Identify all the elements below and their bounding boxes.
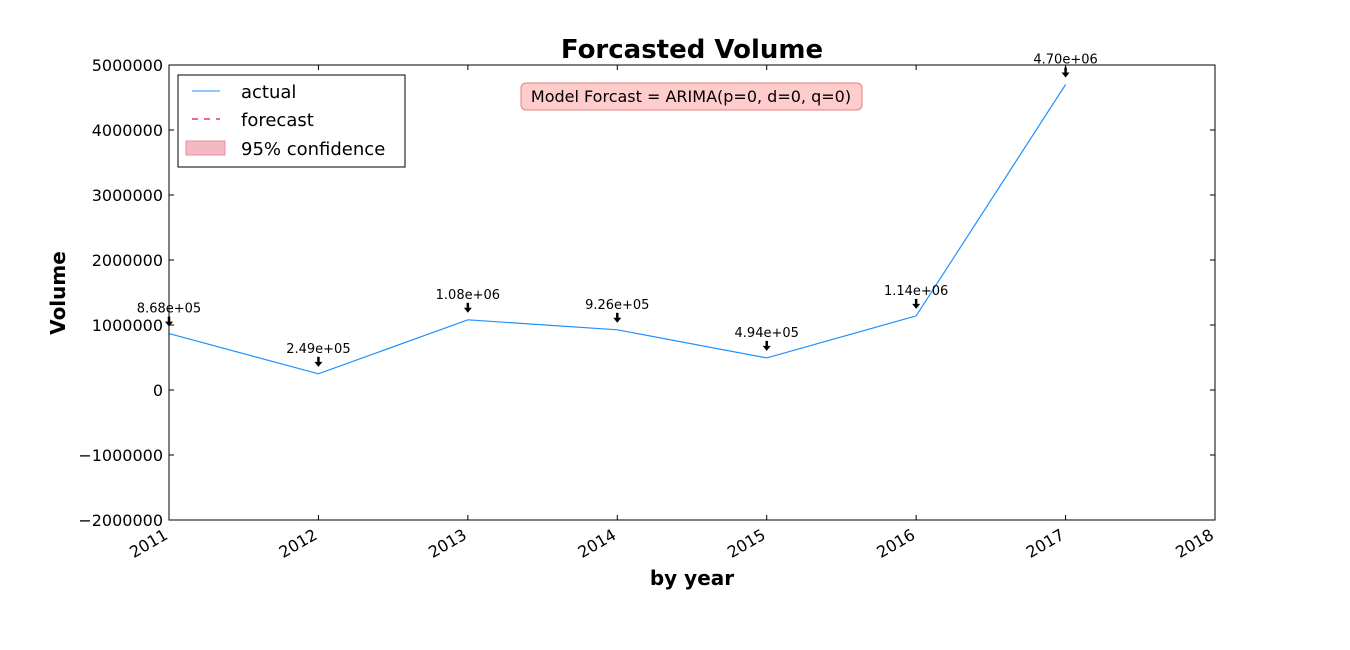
y-axis-label: Volume [46, 251, 70, 335]
data-point-label: 4.94e+05 [735, 326, 799, 341]
data-point-label: 1.14e+06 [884, 284, 948, 299]
legend-confidence-label: 95% confidence [241, 139, 385, 160]
data-point-label: 2.49e+05 [286, 342, 350, 357]
y-tick-label: −1000000 [78, 446, 163, 465]
chart-title: Forcasted Volume [561, 35, 823, 65]
y-tick-label: −2000000 [78, 511, 163, 530]
series-line-actual [168, 84, 1067, 375]
legend-confidence-swatch [185, 140, 226, 156]
x-tick-label: 2015 [724, 525, 769, 562]
y-tick-label: 2000000 [92, 251, 163, 270]
annotation-arrowhead [762, 345, 771, 351]
legend-actual-label: actual [241, 82, 296, 103]
data-point-label: 4.70e+06 [1033, 53, 1097, 68]
x-tick-label: 2014 [575, 525, 620, 562]
y-tick-label: 3000000 [92, 186, 163, 205]
y-tick-label: 4000000 [92, 121, 163, 140]
legend: actual forecast 95% confidence [177, 74, 406, 168]
annotation-arrowhead [912, 303, 921, 309]
data-point-label: 1.08e+06 [436, 288, 500, 303]
y-tick-label: 5000000 [92, 56, 163, 75]
legend-forecast-label: forecast [241, 110, 314, 131]
y-tick-label: 0 [153, 381, 163, 400]
x-tick-label: 2016 [873, 525, 918, 562]
x-tick-label: 2013 [425, 525, 470, 562]
annotation-arrowhead [613, 317, 622, 323]
model-annotation-background [520, 82, 863, 111]
x-tick-label: 2012 [276, 525, 321, 562]
model-annotation-text: Model Forcast = ARIMA(p=0, d=0, q=0) [531, 87, 851, 106]
annotation-arrowhead [1061, 72, 1070, 78]
annotation-arrowhead [463, 307, 472, 313]
plot-frame [168, 64, 1216, 521]
x-axis-label: by year [650, 566, 734, 590]
data-point-label: 9.26e+05 [585, 298, 649, 313]
x-tick-label: 2011 [126, 525, 171, 562]
x-tick-label: 2018 [1172, 525, 1217, 562]
annotation-arrowhead [314, 361, 323, 367]
legend-frame [177, 74, 406, 168]
model-annotation-box: Model Forcast = ARIMA(p=0, d=0, q=0) [520, 82, 863, 111]
x-tick-label: 2017 [1023, 525, 1068, 562]
y-tick-label: 1000000 [92, 316, 163, 335]
